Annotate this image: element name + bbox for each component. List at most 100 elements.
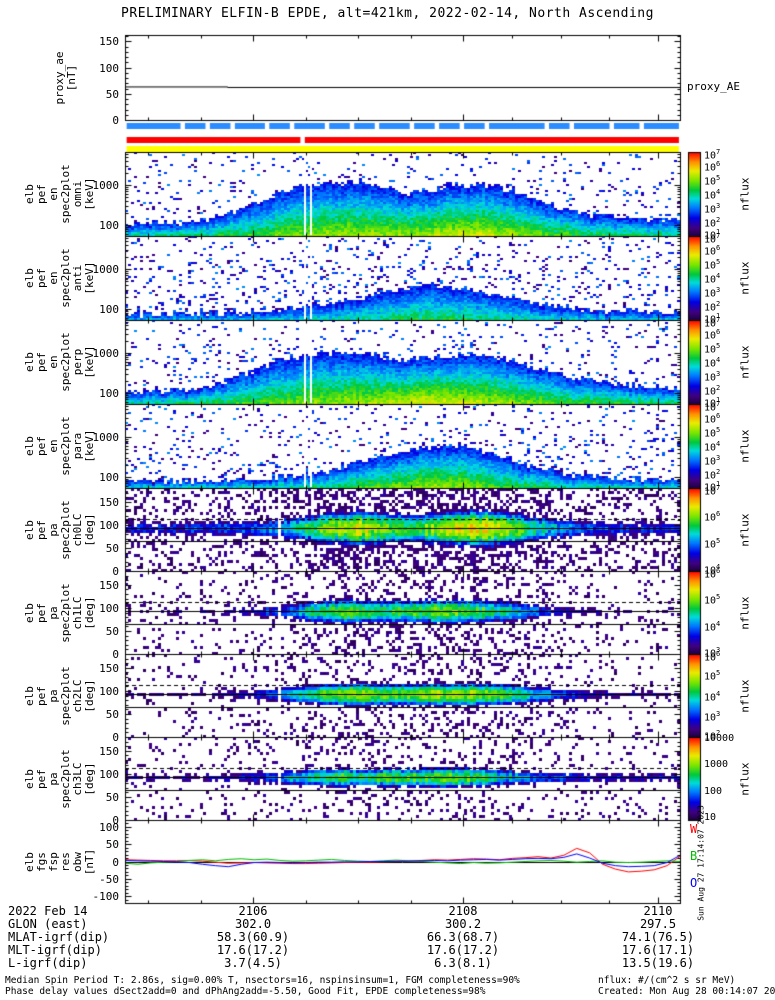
series-label-o: O bbox=[690, 876, 698, 890]
y-tick-label: 50 bbox=[105, 87, 119, 101]
panel-ylabel: elb pef pa spec2plot ch2LC [deg] bbox=[23, 665, 96, 726]
page-title: PRELIMINARY ELFIN-B EPDE, alt=421km, 202… bbox=[121, 6, 654, 21]
colorbar-tick-label: 106 bbox=[704, 160, 721, 174]
colorbar-tick-label: 107 bbox=[704, 148, 721, 162]
y-tick-label: 50 bbox=[105, 624, 119, 638]
colorbar-tick-label: 102 bbox=[704, 384, 721, 398]
colorbar-tick-label: 103 bbox=[704, 646, 721, 660]
colorbar-tick-label: 106 bbox=[704, 509, 721, 523]
colorbar-tick-label: 1000 bbox=[704, 758, 729, 770]
y-tick-label: 100 bbox=[99, 61, 119, 75]
table-value: 58.3(60.9) bbox=[216, 930, 290, 944]
panel-ylabel: elb pef en spec2plot para [keV] bbox=[23, 416, 96, 476]
panel-ylabel: elb fgs fsp res obw [nT] bbox=[23, 848, 96, 875]
footer-line2: Phase delay values dSect2add=0 and dPhAn… bbox=[5, 986, 486, 997]
colorbar-tick-label: 107 bbox=[704, 232, 721, 246]
footer-line1: Median Spin Period T: 2.86s, sig=0.00% T… bbox=[5, 975, 520, 986]
colorbar-tick-label: 10 bbox=[704, 812, 717, 823]
colorbar-tick-label: 101 bbox=[704, 312, 721, 326]
y-tick-label: 50 bbox=[105, 541, 119, 555]
footer-nflux-units: nflux: #/(cm^2 s sr MeV) bbox=[598, 975, 736, 986]
colorbar-tick-label: 101 bbox=[704, 396, 721, 410]
y-tick-label: 100 bbox=[99, 684, 119, 698]
table-value: 17.6(17.2) bbox=[426, 943, 500, 957]
panel-ylabel: elb pef en spec2plot anti [keV] bbox=[23, 248, 96, 308]
xaxis-row-mlt: MLT-igrf(dip) bbox=[8, 943, 102, 957]
colorbar-tick-label: 104 bbox=[704, 689, 721, 703]
panel-ylabel: elb pef pa spec2plot ch1LC [deg] bbox=[23, 582, 96, 643]
table-value: 300.2 bbox=[444, 917, 482, 931]
y-tick-label: 0 bbox=[112, 114, 119, 127]
footer-created: Created: Mon Aug 28 00:14:07 2023 bbox=[598, 986, 775, 997]
colorbar-tick-label: 106 bbox=[704, 244, 721, 258]
y-tick-label: 100 bbox=[99, 470, 119, 484]
colorbar-tick-label: 104 bbox=[704, 620, 721, 634]
colorbar-tick-label: 104 bbox=[704, 272, 721, 286]
panel-ylabel: elb pef pa spec2plot ch0LC [deg] bbox=[23, 499, 96, 560]
y-tick-label: -100 bbox=[92, 890, 120, 904]
colorbar-nflux-label: nflux bbox=[738, 678, 752, 713]
colorbar-nflux-label: nflux bbox=[738, 761, 752, 796]
y-tick-label: 0 bbox=[112, 855, 119, 869]
colorbar-tick-label: 104 bbox=[704, 440, 721, 454]
y-tick-label: 50 bbox=[105, 790, 119, 804]
x-tick-label: 2108 bbox=[448, 904, 478, 918]
table-value: 302.0 bbox=[234, 917, 272, 931]
colorbar-tick-label: 107 bbox=[704, 400, 721, 414]
colorbar-tick-label: 105 bbox=[704, 537, 721, 551]
colorbar-nflux-label: nflux bbox=[738, 429, 752, 463]
colorbar-tick-label: 105 bbox=[704, 592, 721, 606]
colorbar-tick-label: 100 bbox=[704, 786, 723, 798]
xaxis-row-glon: GLON (east) bbox=[8, 917, 88, 931]
y-tick-label: -50 bbox=[99, 872, 119, 886]
y-tick-label: 50 bbox=[105, 838, 119, 852]
colorbar-tick-label: 102 bbox=[704, 468, 721, 482]
colorbar-tick-label: 105 bbox=[704, 174, 721, 188]
table-value: 17.6(17.2) bbox=[216, 943, 290, 957]
y-tick-label: 100 bbox=[99, 518, 119, 532]
colorbar-tick-label: 102 bbox=[704, 300, 721, 314]
colorbar-tick-label: 103 bbox=[704, 286, 721, 300]
colorbar-tick-label: 105 bbox=[704, 668, 721, 683]
y-tick-label: 1000 bbox=[92, 179, 120, 193]
y-tick-label: 100 bbox=[99, 767, 119, 781]
y-tick-label: 1000 bbox=[92, 347, 120, 361]
table-value: 66.3(68.7) bbox=[426, 930, 500, 944]
colorbar-tick-label: 102 bbox=[704, 729, 721, 743]
y-tick-label: 150 bbox=[99, 35, 119, 49]
colorbar-tick-label: 104 bbox=[704, 188, 721, 202]
colorbar-tick-label: 107 bbox=[704, 484, 721, 498]
y-tick-label: 100 bbox=[99, 601, 119, 615]
colorbar-tick-label: 103 bbox=[704, 202, 721, 216]
y-tick-label: 150 bbox=[99, 578, 119, 592]
y-tick-label: 0 bbox=[112, 814, 119, 827]
table-value: 6.3(8.1) bbox=[434, 956, 492, 970]
table-value: 13.5(19.6) bbox=[621, 956, 695, 970]
table-value: 3.7(4.5) bbox=[224, 956, 282, 970]
xaxis-date-label: 2022 Feb 14 bbox=[8, 904, 88, 918]
y-tick-label: 0 bbox=[112, 731, 119, 744]
colorbar-tick-label: 106 bbox=[704, 567, 721, 581]
y-tick-label: 100 bbox=[99, 302, 119, 316]
xaxis-row-l: L-igrf(dip) bbox=[8, 956, 88, 970]
y-tick-label: 150 bbox=[99, 744, 119, 758]
colorbar-tick-label: 104 bbox=[704, 356, 721, 370]
colorbar-tick-label: 106 bbox=[704, 328, 721, 342]
colorbar-tick-label: 103 bbox=[704, 454, 721, 468]
y-tick-label: 150 bbox=[99, 495, 119, 509]
colorbar-nflux-label: nflux bbox=[738, 595, 752, 630]
panel-ylabel: elb pef pa spec2plot ch3LC [deg] bbox=[23, 748, 96, 809]
table-value: 74.1(76.5) bbox=[621, 930, 695, 944]
y-tick-label: 0 bbox=[112, 648, 119, 661]
colorbar-tick-label: 101 bbox=[704, 480, 721, 494]
colorbar-tick-label: 106 bbox=[704, 412, 721, 426]
table-value: 17.6(17.1) bbox=[621, 943, 695, 957]
panel-ylabel: proxy_ae [nT] bbox=[53, 51, 78, 104]
y-tick-label: 100 bbox=[99, 386, 119, 400]
y-tick-label: 0 bbox=[112, 565, 119, 578]
series-label-w: W bbox=[690, 822, 698, 836]
table-value: 297.5 bbox=[639, 917, 677, 931]
colorbar-tick-label: 107 bbox=[704, 316, 721, 330]
xaxis-row-mlat: MLAT-igrf(dip) bbox=[8, 930, 110, 944]
